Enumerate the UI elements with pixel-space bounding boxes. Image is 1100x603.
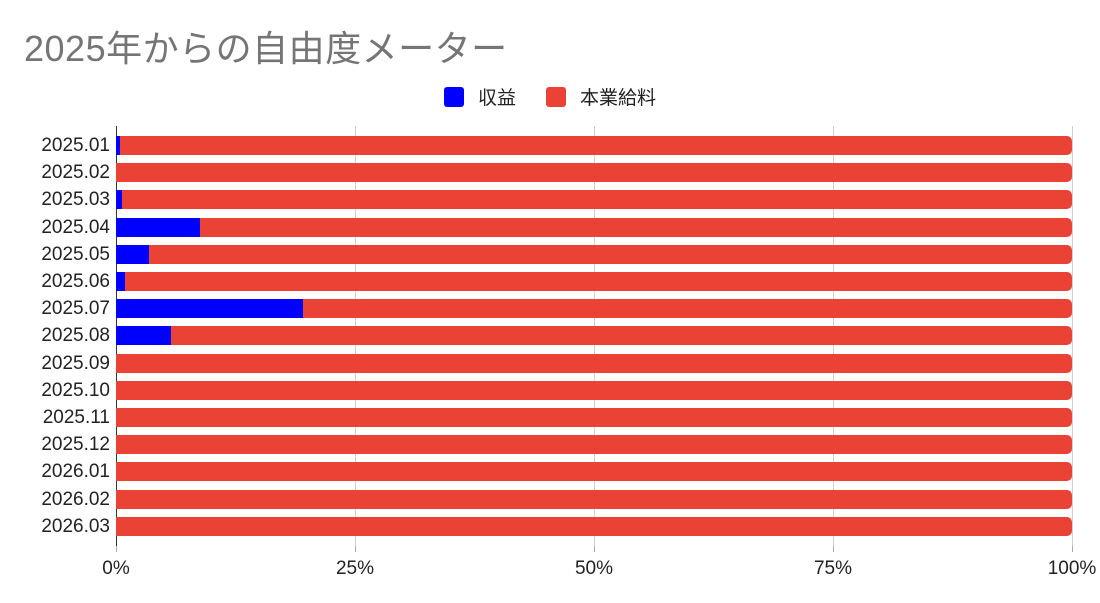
plot-area [116, 126, 1073, 552]
bar-segment-revenue[interactable] [116, 136, 120, 155]
bar-segment-salary[interactable] [116, 489, 1072, 509]
x-tick [594, 546, 595, 552]
y-tick-label: 2025.05 [41, 243, 110, 265]
bar-segment-salary[interactable] [171, 326, 1072, 346]
y-tick-label: 2026.01 [41, 461, 110, 483]
y-tick-label: 2025.02 [41, 162, 110, 184]
bar-row[interactable] [116, 516, 1072, 536]
y-tick-label: 2025.07 [41, 298, 110, 320]
bar-row[interactable] [116, 190, 1072, 210]
x-tick-label: 100% [1047, 558, 1097, 579]
x-tick-label: 25% [335, 558, 375, 579]
y-tick-label: 2025.10 [41, 379, 110, 401]
legend-swatch-salary [546, 86, 566, 107]
bar-segment-revenue[interactable] [116, 244, 150, 264]
bar-row[interactable] [116, 163, 1072, 183]
bar-segment-salary[interactable] [116, 435, 1072, 455]
y-tick-label: 2025.11 [42, 407, 110, 428]
x-tick-label: 50% [574, 558, 614, 579]
y-tick-label: 2025.06 [41, 271, 110, 292]
bar-row[interactable] [116, 380, 1072, 400]
x-tick [833, 546, 834, 552]
legend: 収益 本業給料 [0, 83, 1100, 110]
y-tick-label: 2025.04 [41, 216, 110, 238]
bar-segment-salary[interactable] [121, 190, 1072, 210]
bar-segment-revenue[interactable] [116, 299, 304, 319]
x-tick [1072, 546, 1073, 552]
y-tick-label: 2025.01 [41, 135, 110, 156]
x-tick-label: 75% [813, 558, 853, 579]
bar-segment-salary[interactable] [116, 163, 1072, 183]
legend-label-salary: 本業給料 [580, 88, 657, 109]
bar-row[interactable] [116, 408, 1072, 427]
gridline [1072, 126, 1073, 546]
x-tick [116, 546, 117, 552]
y-tick-label: 2025.03 [41, 189, 110, 211]
bar-row[interactable] [116, 326, 1072, 346]
legend-item-salary[interactable]: 本業給料 [546, 83, 656, 110]
bar-segment-salary[interactable] [124, 272, 1072, 291]
bar-segment-revenue[interactable] [116, 190, 122, 210]
y-tick-label: 2025.08 [41, 325, 110, 347]
bar-row[interactable] [116, 435, 1072, 455]
bar-segment-salary[interactable] [149, 244, 1072, 264]
bar-row[interactable] [116, 462, 1072, 482]
x-tick [355, 546, 356, 552]
bar-segment-salary[interactable] [116, 462, 1072, 482]
x-tick-label: 0% [102, 558, 130, 579]
legend-item-revenue[interactable]: 収益 [443, 83, 516, 110]
y-tick-label: 2025.09 [41, 352, 110, 374]
y-tick-label: 2026.02 [41, 488, 110, 510]
bar-segment-salary[interactable] [116, 380, 1072, 400]
bar-segment-salary[interactable] [119, 136, 1072, 155]
y-tick-label: 2026.03 [41, 515, 110, 537]
bar-row[interactable] [116, 299, 1072, 319]
bar-segment-revenue[interactable] [116, 272, 125, 291]
bar-row[interactable] [116, 489, 1072, 509]
y-tick-label: 2025.12 [41, 434, 110, 456]
bar-row[interactable] [116, 217, 1072, 237]
bar-segment-salary[interactable] [116, 408, 1072, 427]
bar-segment-salary[interactable] [303, 299, 1072, 319]
bar-row[interactable] [116, 272, 1072, 291]
chart-title: 2025年からの自由度メーター [24, 28, 508, 69]
bar-row[interactable] [116, 244, 1072, 264]
bar-row[interactable] [116, 136, 1072, 155]
bar-segment-salary[interactable] [200, 217, 1072, 237]
bar-segment-revenue[interactable] [116, 326, 172, 346]
bar-row[interactable] [116, 353, 1072, 373]
bar-segment-salary[interactable] [116, 516, 1072, 536]
legend-label-revenue: 収益 [477, 88, 516, 109]
legend-swatch-revenue [443, 86, 464, 107]
bar-segment-revenue[interactable] [116, 217, 201, 237]
bar-segment-salary[interactable] [116, 353, 1072, 373]
